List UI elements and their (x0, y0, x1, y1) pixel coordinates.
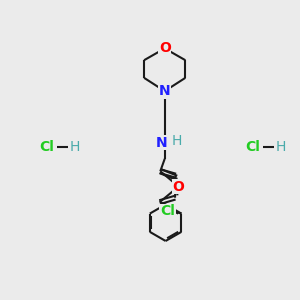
Text: N: N (156, 136, 168, 150)
Text: Cl: Cl (160, 204, 175, 218)
Text: N: N (159, 84, 170, 98)
Text: O: O (172, 179, 184, 194)
Text: H: H (172, 134, 182, 148)
Text: Cl: Cl (246, 140, 260, 154)
Text: H: H (70, 140, 80, 154)
Text: Cl: Cl (40, 140, 54, 154)
Text: H: H (276, 140, 286, 154)
Text: O: O (159, 41, 171, 56)
